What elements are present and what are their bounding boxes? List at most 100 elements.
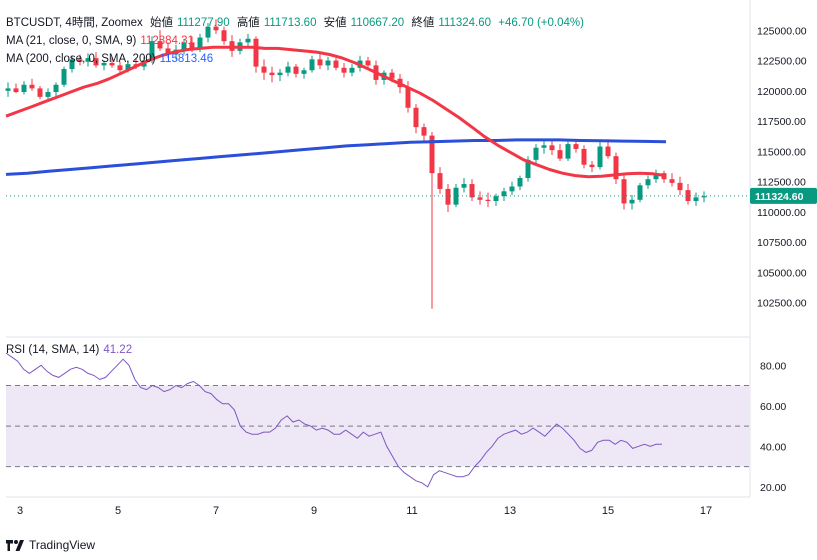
candle (341, 62, 347, 78)
candle (157, 30, 163, 51)
candle-body (269, 72, 275, 76)
candle (309, 55, 315, 73)
candle (565, 141, 571, 162)
high-value: 111713.60 (263, 17, 317, 29)
candle (293, 64, 299, 78)
ma200-value: 115813.46 (159, 53, 214, 65)
rsi-tick-label: 20.00 (760, 482, 786, 494)
candle (165, 42, 171, 59)
symbol-title[interactable]: BTCUSDT, 4時間, Zoomex (6, 17, 143, 29)
candle (5, 82, 11, 97)
candle (589, 161, 595, 172)
price-tag: 111324.60 (755, 191, 804, 203)
candle-body (677, 182, 683, 191)
candle (437, 167, 443, 194)
ma200-legend[interactable]: MA (200, close, 0, SMA, 200) 115813.46 (6, 52, 217, 66)
rsi-legend[interactable]: RSI (14, SMA, 14) 41.22 (6, 343, 136, 357)
candle-body (573, 144, 579, 149)
candle-body (501, 191, 507, 197)
candle (205, 23, 211, 43)
candle (101, 60, 107, 71)
candle-body (125, 64, 131, 71)
ma21-line (5, 45, 667, 179)
candle-body (45, 92, 51, 97)
candle-body (461, 184, 467, 188)
candle-body (309, 59, 315, 71)
ma200-label: MA (200, close, 0, SMA, 200) (6, 53, 156, 65)
price-tick-label: 110000.00 (757, 207, 806, 219)
candle-body (565, 144, 571, 159)
candle-body (629, 199, 635, 204)
candle-body (525, 159, 531, 179)
rsi-tick-label: 80.00 (760, 360, 786, 372)
candle (621, 175, 627, 210)
price-tick-label: 112500.00 (757, 177, 806, 189)
price-tick-label: 105000.00 (757, 267, 807, 279)
candle (93, 52, 99, 68)
candle-body (293, 66, 299, 74)
candle (109, 56, 115, 68)
price-tag-bg (750, 187, 817, 204)
time-tick-label: 7 (213, 505, 219, 517)
candle-body (645, 179, 651, 186)
candle (653, 169, 659, 183)
candle-body (365, 60, 371, 66)
candle (413, 104, 419, 134)
candle-body (77, 59, 83, 62)
candle (701, 191, 707, 203)
time-tick-label: 3 (17, 505, 23, 517)
candle-body (693, 197, 699, 202)
candle-body (181, 42, 187, 50)
close-label: 終値 (411, 17, 435, 29)
candle-body (621, 179, 627, 204)
price-tick-label: 115000.00 (757, 146, 806, 158)
candle (325, 56, 331, 71)
rsi-line (5, 352, 662, 488)
candle (117, 61, 123, 73)
candle (77, 54, 83, 66)
candle-body (477, 197, 483, 200)
tradingview-label: TradingView (29, 538, 96, 552)
price-tick-label: 125000.00 (757, 25, 807, 37)
high-label: 高値 (236, 17, 260, 29)
ma200-line (5, 138, 667, 176)
candle-body (325, 60, 331, 66)
candle (477, 191, 483, 205)
candle-body (581, 148, 587, 165)
candle (597, 141, 603, 170)
candle-body (165, 48, 171, 55)
time-tick-label: 9 (311, 505, 317, 517)
candle-body (37, 88, 43, 97)
time-tick-label: 17 (700, 505, 712, 517)
candle (181, 38, 187, 55)
candle-body (653, 173, 659, 180)
candle-body (541, 145, 547, 148)
rsi-tick-label: 40.00 (760, 441, 786, 453)
candle-body (533, 147, 539, 160)
tradingview-branding[interactable]: TradingView (6, 538, 95, 552)
candle (261, 59, 267, 80)
candle (541, 139, 547, 154)
candle-body (21, 84, 27, 93)
candle-body (253, 38, 259, 67)
ma21-value: 112884.31 (140, 35, 194, 47)
candle-body (549, 145, 555, 151)
candle-body (109, 62, 115, 66)
price-tick-label: 107500.00 (757, 237, 807, 249)
candle-body (53, 84, 59, 93)
candle-body (469, 184, 475, 198)
candle-body (197, 37, 203, 49)
candle (501, 187, 507, 202)
candle-body (5, 88, 11, 91)
candle (669, 173, 675, 187)
ma21-legend[interactable]: MA (21, close, 0, SMA, 9) 112884.31 (6, 34, 198, 48)
candle-body (605, 146, 611, 157)
time-tick-label: 15 (602, 505, 614, 517)
candle (53, 82, 59, 97)
candle-body (613, 156, 619, 180)
candle (549, 140, 555, 155)
candle-body (589, 164, 595, 168)
candle (637, 182, 643, 203)
candle-body (453, 187, 459, 205)
